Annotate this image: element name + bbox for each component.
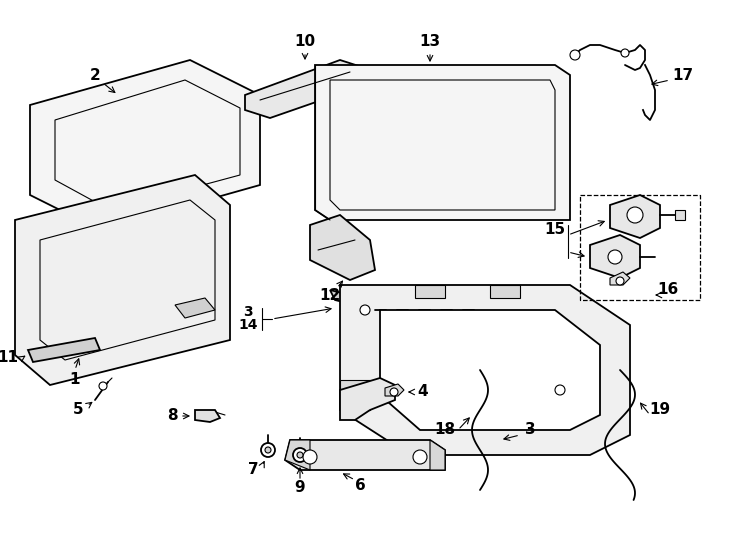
Text: 13: 13	[419, 35, 440, 50]
Text: 1: 1	[70, 373, 80, 388]
Polygon shape	[430, 440, 445, 470]
Circle shape	[555, 385, 565, 395]
Circle shape	[621, 49, 629, 57]
Polygon shape	[340, 380, 370, 410]
Text: 3: 3	[525, 422, 535, 437]
Polygon shape	[30, 60, 260, 230]
Polygon shape	[315, 65, 570, 220]
Circle shape	[265, 447, 271, 453]
Circle shape	[616, 277, 624, 285]
Circle shape	[99, 382, 107, 390]
Text: 2: 2	[90, 68, 101, 83]
Text: 19: 19	[650, 402, 671, 417]
Circle shape	[608, 250, 622, 264]
Text: 16: 16	[658, 282, 679, 298]
Polygon shape	[195, 410, 220, 422]
Polygon shape	[385, 384, 404, 396]
Text: 3: 3	[243, 305, 252, 319]
Text: 6: 6	[355, 478, 366, 494]
Text: 15: 15	[545, 222, 566, 238]
Polygon shape	[610, 272, 630, 285]
Text: 5: 5	[73, 402, 84, 417]
Circle shape	[360, 305, 370, 315]
Circle shape	[570, 50, 580, 60]
Circle shape	[261, 443, 275, 457]
Text: 18: 18	[435, 422, 456, 437]
Polygon shape	[415, 285, 445, 298]
Text: 11: 11	[0, 350, 18, 366]
Circle shape	[413, 450, 427, 464]
Polygon shape	[380, 310, 600, 430]
Polygon shape	[175, 298, 215, 318]
Text: 9: 9	[294, 481, 305, 496]
Circle shape	[297, 452, 303, 458]
Text: 14: 14	[239, 318, 258, 332]
Text: 12: 12	[319, 287, 341, 302]
Circle shape	[293, 448, 307, 462]
Polygon shape	[330, 290, 395, 315]
Polygon shape	[340, 378, 395, 420]
Text: 7: 7	[247, 462, 258, 477]
Polygon shape	[590, 235, 640, 278]
Text: 4: 4	[418, 384, 429, 400]
Text: 8: 8	[167, 408, 178, 423]
Polygon shape	[245, 60, 365, 118]
Polygon shape	[28, 338, 100, 362]
Polygon shape	[340, 285, 630, 455]
Polygon shape	[610, 195, 660, 238]
Text: 17: 17	[672, 68, 694, 83]
Polygon shape	[15, 175, 230, 385]
Text: 10: 10	[294, 35, 316, 50]
Circle shape	[627, 207, 643, 223]
Circle shape	[303, 450, 317, 464]
Polygon shape	[285, 440, 445, 470]
Polygon shape	[310, 215, 375, 280]
Polygon shape	[675, 210, 685, 220]
Polygon shape	[490, 285, 520, 298]
Polygon shape	[285, 440, 310, 470]
Circle shape	[390, 388, 398, 396]
